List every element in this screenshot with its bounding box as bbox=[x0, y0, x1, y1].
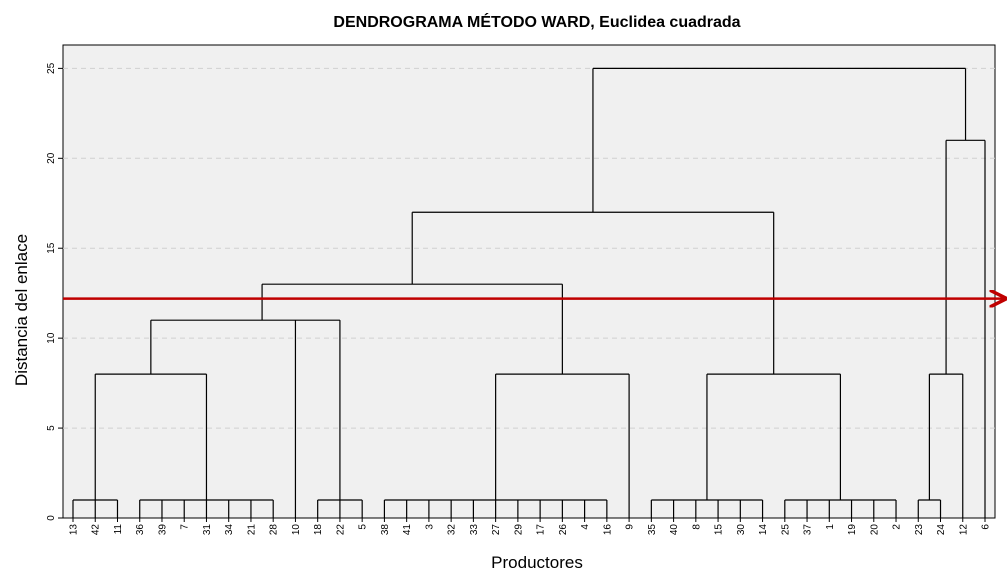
leaf-label: 42 bbox=[91, 524, 102, 536]
leaf-label: 13 bbox=[69, 524, 80, 536]
leaf-label: 3 bbox=[424, 524, 435, 530]
leaf-label: 33 bbox=[469, 524, 480, 536]
leaf-label: 16 bbox=[602, 524, 613, 536]
leaf-label: 6 bbox=[981, 524, 992, 530]
leaf-label: 34 bbox=[224, 524, 235, 536]
y-tick-label: 5 bbox=[46, 425, 57, 431]
leaf-label: 22 bbox=[335, 524, 346, 536]
leaf-label: 20 bbox=[869, 524, 880, 536]
y-axis-label: Distancia del enlace bbox=[12, 234, 31, 386]
leaf-label: 37 bbox=[803, 524, 814, 536]
leaf-label: 35 bbox=[647, 524, 658, 536]
leaf-label: 17 bbox=[536, 524, 547, 536]
plot-area bbox=[62, 44, 996, 519]
leaf-label: 9 bbox=[625, 524, 636, 530]
leaf-label: 31 bbox=[202, 524, 213, 536]
leaf-label: 27 bbox=[491, 524, 502, 536]
chart-title: DENDROGRAMA MÉTODO WARD, Euclidea cuadra… bbox=[333, 12, 740, 31]
leaf-label: 38 bbox=[380, 524, 391, 536]
leaf-label: 10 bbox=[291, 524, 302, 536]
leaf-label: 40 bbox=[669, 524, 680, 536]
leaf-label: 15 bbox=[714, 524, 725, 536]
leaf-label: 7 bbox=[180, 524, 191, 530]
leaf-label: 19 bbox=[847, 524, 858, 536]
leaf-label: 12 bbox=[958, 524, 969, 536]
leaf-label: 1 bbox=[825, 524, 836, 530]
leaf-label: 2 bbox=[892, 524, 903, 530]
y-tick-label: 10 bbox=[46, 332, 57, 344]
leaf-label: 11 bbox=[113, 524, 124, 535]
leaf-label: 28 bbox=[269, 524, 280, 536]
leaf-label: 30 bbox=[736, 524, 747, 536]
leaf-label: 29 bbox=[513, 524, 524, 536]
x-axis-label: Productores bbox=[491, 553, 583, 572]
leaf-label: 14 bbox=[758, 524, 769, 536]
leaf-label: 21 bbox=[246, 524, 257, 536]
leaf-label: 36 bbox=[135, 524, 146, 536]
leaf-label: 4 bbox=[580, 524, 591, 530]
leaf-label: 39 bbox=[157, 524, 168, 536]
y-tick-label: 25 bbox=[46, 62, 57, 74]
leaf-label: 5 bbox=[358, 524, 369, 530]
leaf-label: 18 bbox=[313, 524, 324, 536]
leaf-label: 32 bbox=[447, 524, 458, 536]
leaf-label: 24 bbox=[936, 524, 947, 536]
y-tick-label: 20 bbox=[46, 152, 57, 164]
y-tick-label: 15 bbox=[46, 242, 57, 254]
y-tick-label: 0 bbox=[46, 515, 57, 521]
leaf-label: 26 bbox=[558, 524, 569, 536]
leaf-label: 25 bbox=[780, 524, 791, 536]
leaf-label: 23 bbox=[914, 524, 925, 536]
leaf-label: 41 bbox=[402, 524, 413, 536]
leaf-label: 8 bbox=[691, 524, 702, 530]
